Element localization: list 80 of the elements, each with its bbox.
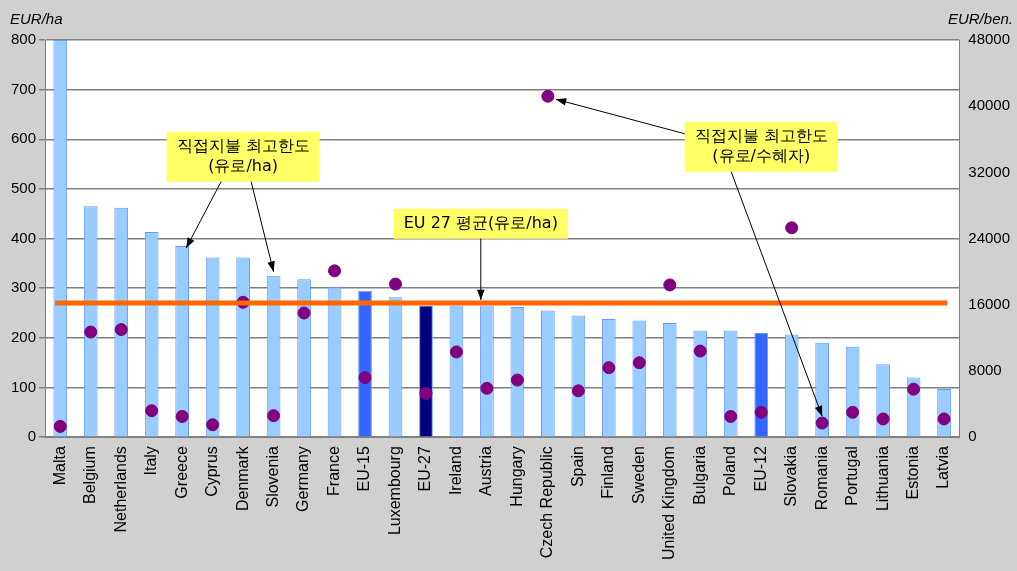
y2-axis-title: EUR/ben.	[947, 9, 1013, 27]
x-tick-label: Latvia	[934, 446, 952, 489]
point	[114, 323, 128, 337]
x-tick-label: Estonia	[903, 446, 921, 500]
y-tick-label: 100	[11, 377, 37, 395]
point	[206, 418, 220, 432]
x-tick-label: United Kingdom	[660, 446, 678, 560]
point	[632, 356, 646, 370]
point	[388, 277, 402, 291]
point	[693, 344, 707, 358]
point	[785, 221, 799, 235]
point	[846, 405, 860, 419]
x-tick-label: Cyprus	[203, 446, 221, 497]
y-tick-label: 400	[11, 228, 37, 246]
annotation: 직접지불 최고한도 (유로/수혜자)	[694, 125, 828, 165]
x-tick-label: Slovenia	[264, 446, 281, 508]
x-tick-label: Sweden	[629, 446, 647, 504]
y2-tick-label: 0	[968, 427, 977, 445]
y-tick-label: 0	[27, 427, 37, 445]
point	[937, 412, 951, 426]
x-tick-label: Hungary	[507, 446, 525, 507]
x-tick-label: Finland	[599, 446, 617, 499]
point	[510, 373, 524, 387]
point	[175, 409, 189, 423]
x-tick-label: Lithuania	[873, 446, 891, 512]
x-tick-label: Austria	[477, 446, 495, 496]
point	[267, 409, 281, 423]
point	[449, 345, 463, 359]
x-tick-label: Poland	[721, 446, 739, 496]
y-tick-label: 600	[11, 129, 37, 147]
x-tick-label: Malta	[50, 446, 68, 486]
x-tick-label: France	[324, 446, 342, 496]
point	[571, 384, 585, 398]
y-tick-label: 700	[11, 79, 37, 97]
y-tick-label: 500	[11, 179, 37, 197]
point	[358, 371, 372, 385]
x-tick-label: Spain	[568, 446, 586, 488]
x-tick-label: Romania	[812, 446, 830, 511]
point	[480, 381, 494, 395]
point	[328, 264, 342, 278]
y2-tick-label: 8000	[968, 361, 1002, 379]
annotation: 직접지불 최고한도 (유로/ha)	[176, 135, 310, 175]
y-tick-label: 200	[11, 328, 37, 346]
y2-tick-label: 48000	[968, 30, 1011, 48]
y-tick-label: 800	[11, 30, 37, 48]
x-tick-label: Ireland	[446, 446, 464, 496]
y2-tick-label: 16000	[968, 294, 1011, 312]
x-tick-label: Bulgaria	[690, 446, 708, 505]
x-tick-label: Belgium	[81, 446, 99, 504]
x-tick-label: Luxembourg	[385, 446, 403, 536]
point	[602, 361, 616, 375]
ref-line-label: EU 27 평균(유로/ha)	[403, 212, 558, 232]
point	[663, 278, 677, 292]
y-tick-label: 300	[11, 278, 37, 296]
x-tick-label: Italy	[142, 446, 160, 476]
point	[907, 382, 921, 396]
point	[876, 412, 890, 426]
x-tick-label: Germany	[294, 446, 312, 512]
x-tick-label: Netherlands	[111, 446, 129, 533]
x-tick-label: Denmark	[233, 445, 251, 512]
y2-tick-label: 40000	[968, 96, 1011, 114]
x-tick-label: EU-15	[355, 446, 373, 492]
x-tick-label: Greece	[172, 446, 190, 499]
y2-tick-label: 32000	[968, 162, 1011, 180]
point	[145, 404, 159, 418]
x-tick-label: EU-12	[751, 446, 769, 492]
point	[53, 419, 67, 433]
point	[419, 386, 433, 400]
x-tick-label: Czech Republic	[538, 446, 556, 559]
x-tick-label: Slovakia	[782, 446, 800, 507]
point	[297, 306, 311, 320]
point	[541, 89, 555, 103]
point	[815, 416, 829, 430]
point	[84, 325, 98, 339]
point	[754, 405, 768, 419]
y2-tick-label: 24000	[968, 228, 1011, 246]
y-axis-title: EUR/ha	[10, 9, 63, 27]
point	[724, 409, 738, 423]
x-tick-label: Portugal	[843, 446, 861, 506]
x-tick-label: EU-27	[416, 446, 434, 492]
